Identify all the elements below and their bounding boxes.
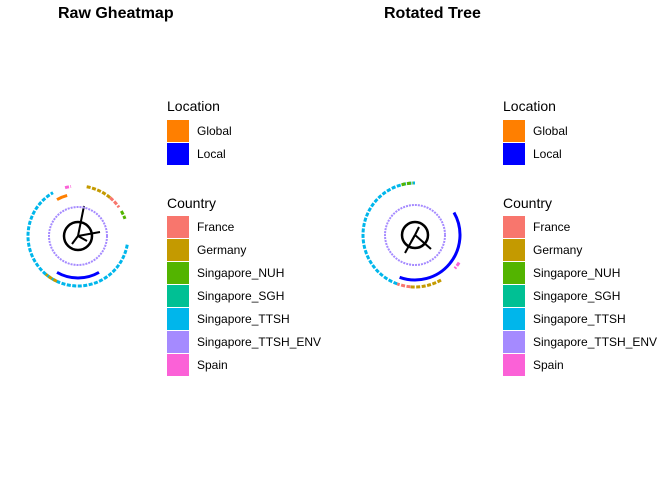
legend-swatch-singapore-nuh bbox=[503, 262, 525, 284]
ring-country-2 bbox=[361, 181, 461, 289]
tree bbox=[62, 205, 101, 252]
tree-branch bbox=[77, 235, 88, 242]
legend-label-france: France bbox=[197, 220, 235, 234]
legend-label-spain: Spain bbox=[197, 358, 228, 372]
legend-label-germany: Germany bbox=[533, 243, 582, 257]
ring-segment-local bbox=[399, 211, 462, 282]
circular-plot bbox=[26, 185, 129, 288]
panel-rotated-tree: Rotated Tree Location Global Local Count… bbox=[361, 5, 657, 376]
legend-swatch-germany bbox=[503, 239, 525, 261]
legend-title-country: Country bbox=[167, 195, 216, 211]
tree-branch bbox=[71, 235, 79, 245]
panel-title: Raw Gheatmap bbox=[58, 5, 174, 22]
ring-country-1 bbox=[383, 204, 446, 266]
legend-label-singapore-ttsh-env: Singapore_TTSH_ENV bbox=[197, 335, 321, 349]
legend-swatch-global bbox=[503, 120, 525, 142]
ring-segment-germany bbox=[410, 278, 442, 289]
legend-label-singapore-ttsh-env: Singapore_TTSH_ENV bbox=[533, 335, 657, 349]
legend-label-singapore-ttsh: Singapore_TTSH bbox=[197, 312, 290, 326]
ring-location-0 bbox=[56, 193, 100, 280]
legend-swatch-singapore-ttsh bbox=[503, 308, 525, 330]
tree-branch bbox=[414, 234, 432, 250]
legend-label-singapore-sgh: Singapore_SGH bbox=[533, 289, 620, 303]
legend-swatch-local bbox=[503, 143, 525, 165]
ring-segment-singapore-ttsh bbox=[361, 181, 416, 286]
tree-branch bbox=[410, 234, 416, 243]
legend-label-france: France bbox=[533, 220, 571, 234]
tree-ring bbox=[62, 220, 94, 252]
legend-location: Location Global Local bbox=[167, 98, 232, 165]
ring-segment-spain bbox=[64, 185, 72, 190]
legend-label-local: Local bbox=[533, 147, 562, 161]
legend-swatch-singapore-sgh bbox=[503, 285, 525, 307]
ring-segment-spain bbox=[453, 261, 461, 270]
legend-swatch-spain bbox=[503, 354, 525, 376]
legend-swatch-germany bbox=[167, 239, 189, 261]
panel-raw-gheatmap: Raw Gheatmap Location Global Local Count… bbox=[26, 5, 321, 376]
panel-title: Rotated Tree bbox=[384, 5, 481, 22]
ring-segment-singapore-nuh bbox=[119, 210, 127, 220]
circular-plot bbox=[361, 181, 462, 289]
legend-label-singapore-sgh: Singapore_SGH bbox=[197, 289, 284, 303]
legend-label-singapore-nuh: Singapore_NUH bbox=[533, 266, 620, 280]
legend-label-spain: Spain bbox=[533, 358, 564, 372]
ring-country-1 bbox=[47, 206, 108, 266]
legend-label-singapore-nuh: Singapore_NUH bbox=[197, 266, 284, 280]
legend-country: Country France Germany Singapore_NUH Sin… bbox=[167, 195, 321, 376]
ring-segment-singapore-nuh bbox=[401, 181, 414, 187]
legend-location: Location Global Local bbox=[503, 98, 568, 165]
legend-swatch-global bbox=[167, 120, 189, 142]
legend-label-singapore-ttsh: Singapore_TTSH bbox=[533, 312, 626, 326]
legend-title-location: Location bbox=[167, 98, 220, 114]
ring-segment-france bbox=[109, 196, 121, 209]
legend-label-global: Global bbox=[533, 124, 568, 138]
tree-branch bbox=[77, 205, 85, 237]
tree-branch bbox=[77, 231, 101, 237]
legend-title-location: Location bbox=[503, 98, 556, 114]
ring-segment-local bbox=[56, 271, 100, 280]
legend-swatch-singapore-ttsh-env bbox=[503, 331, 525, 353]
legend-country: Country France Germany Singapore_NUH Sin… bbox=[503, 195, 657, 376]
legend-label-global: Global bbox=[197, 124, 232, 138]
legend-swatch-singapore-ttsh-env bbox=[167, 331, 189, 353]
ring-segment-singapore-ttsh-env bbox=[47, 206, 108, 266]
ring-segment-singapore-ttsh-env bbox=[383, 204, 446, 266]
legend-title-country: Country bbox=[503, 195, 552, 211]
ring-country-2 bbox=[26, 185, 129, 288]
legend-label-germany: Germany bbox=[197, 243, 246, 257]
legend-swatch-spain bbox=[167, 354, 189, 376]
legend-swatch-local bbox=[167, 143, 189, 165]
ring-segment-global bbox=[56, 193, 68, 201]
ring-location-0 bbox=[399, 211, 462, 282]
tree-branch bbox=[414, 226, 420, 236]
ring-segment-germany bbox=[86, 185, 112, 199]
ring-segment-france bbox=[396, 282, 411, 289]
tree bbox=[400, 220, 432, 254]
legend-swatch-france bbox=[167, 216, 189, 238]
legend-swatch-singapore-nuh bbox=[167, 262, 189, 284]
ring-segment-germany bbox=[44, 273, 58, 283]
legend-swatch-singapore-ttsh bbox=[167, 308, 189, 330]
legend-swatch-france bbox=[503, 216, 525, 238]
legend-label-local: Local bbox=[197, 147, 226, 161]
tree-ring bbox=[400, 220, 430, 250]
legend-swatch-singapore-sgh bbox=[167, 285, 189, 307]
